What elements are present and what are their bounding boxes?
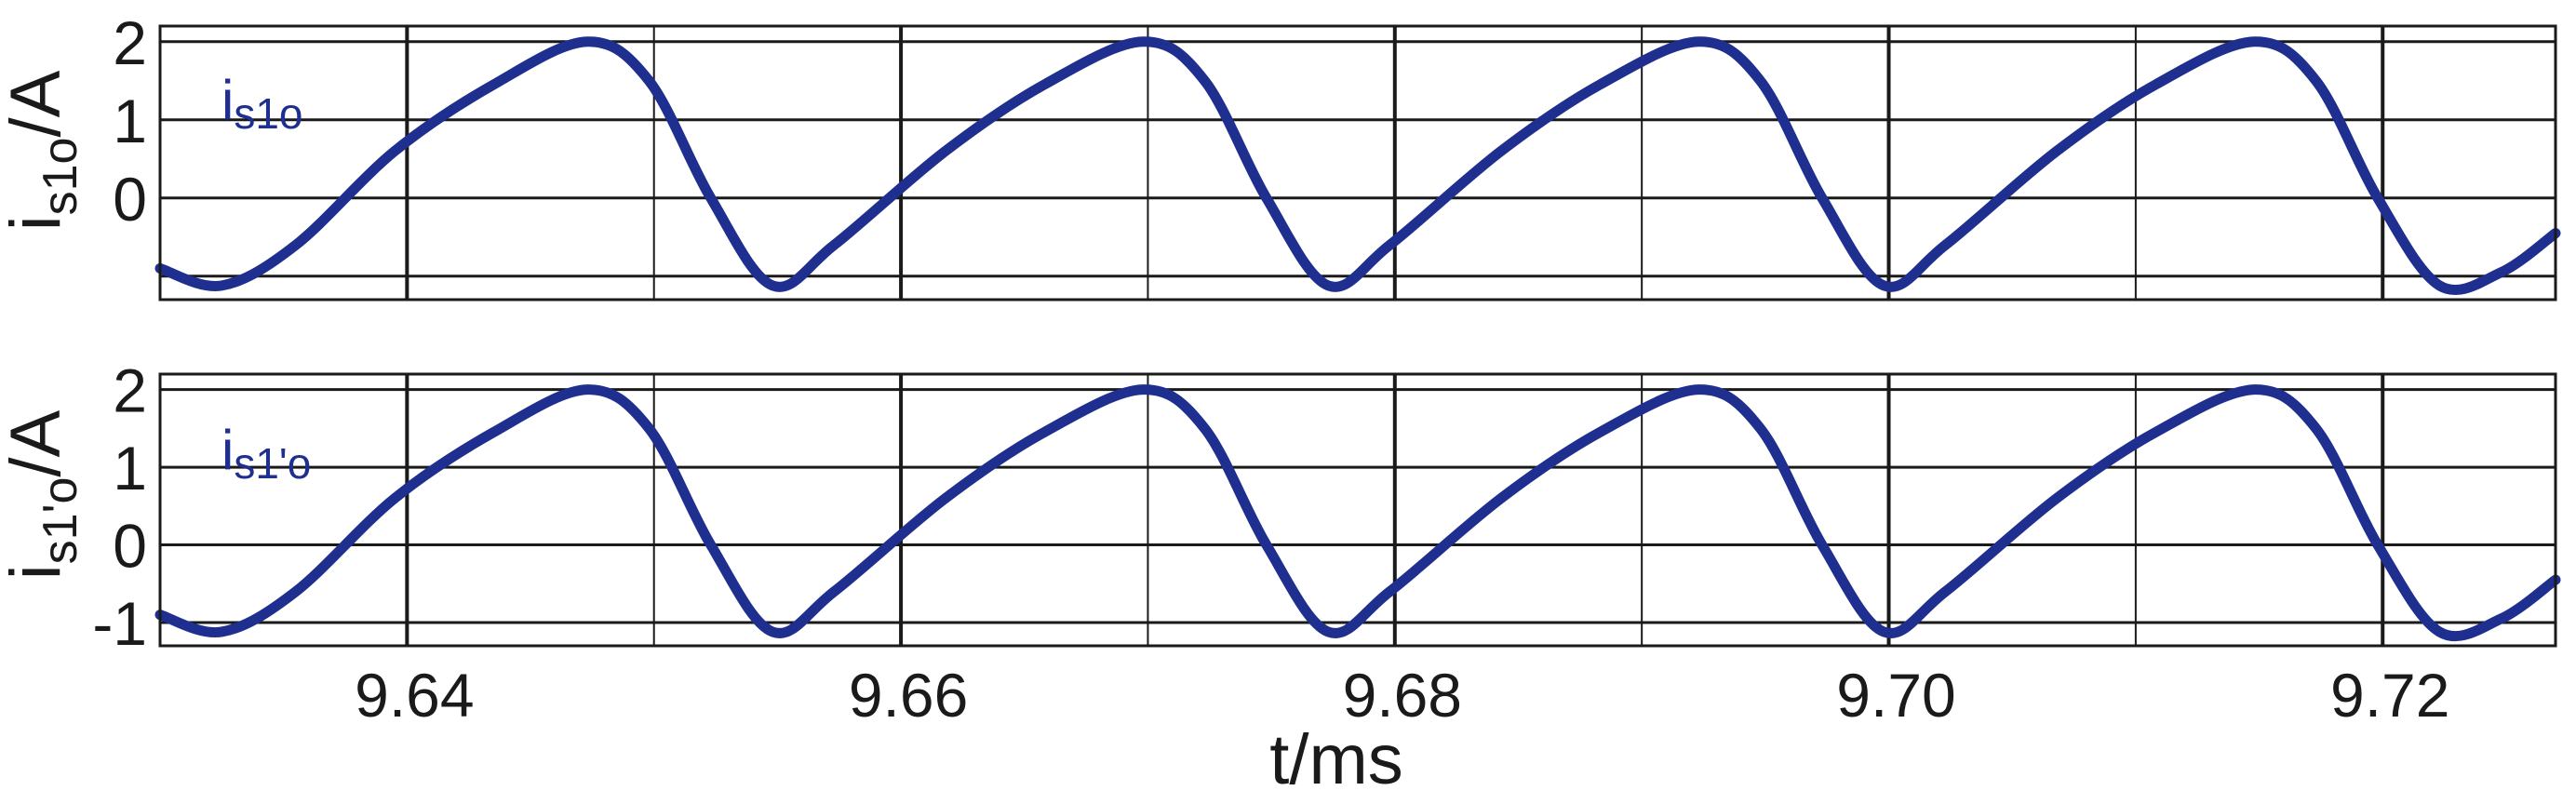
top-panel-frame bbox=[158, 24, 2557, 302]
y-tick-label: 1 bbox=[113, 434, 147, 502]
y-tick-label: 2 bbox=[113, 8, 147, 77]
bottom-legend-main: i bbox=[221, 419, 234, 481]
bottom-panel-series bbox=[154, 384, 2561, 642]
bottom-panel-frame bbox=[158, 372, 2557, 648]
series-line bbox=[154, 36, 2561, 296]
top-panel-ylabel: is1o/A bbox=[0, 70, 87, 231]
x-tick-label: 9.66 bbox=[849, 661, 968, 730]
top-ylabel-sub: s1o bbox=[34, 138, 87, 216]
bottom-legend: is1'o bbox=[221, 419, 311, 488]
bottom-ylabel-unit: /A bbox=[0, 409, 75, 476]
bottom-ylabel-main: i bbox=[0, 564, 75, 580]
top-panel-series bbox=[154, 36, 2561, 296]
y-tick-label: 2 bbox=[113, 356, 147, 425]
y-tick-label: -1 bbox=[92, 589, 147, 658]
y-tick-label: 0 bbox=[113, 512, 147, 581]
bottom-panel-ticks: 2 1 0 -1 bbox=[92, 356, 147, 658]
top-panel: 210 is1o/A is1o bbox=[0, 8, 2561, 302]
top-ylabel-main: i bbox=[0, 215, 75, 231]
x-tick-label: 9.72 bbox=[2330, 661, 2449, 730]
top-panel-ticks: 2 1 0 bbox=[113, 8, 147, 234]
y-tick-label: 1 bbox=[113, 87, 147, 155]
top-ylabel-unit: /A bbox=[0, 70, 75, 137]
top-legend-sub: s1o bbox=[234, 89, 302, 138]
top-legend-main: i bbox=[221, 69, 234, 131]
x-tick-label: 9.68 bbox=[1343, 661, 1462, 730]
bottom-panel-ylabel: is1'o/A bbox=[0, 409, 87, 580]
bottom-panel-xtick-labels: 9.64 9.66 9.68 9.70 9.72 bbox=[355, 661, 2449, 730]
y-tick-label: 0 bbox=[113, 165, 147, 234]
series-line bbox=[154, 384, 2561, 642]
x-tick-label: 9.70 bbox=[1836, 661, 1955, 730]
bottom-panel: 210-1 is1'o/A is1'o 9.64 9.66 9.68 9.70 9.72… bbox=[0, 356, 2561, 799]
x-axis-label: t/ms bbox=[1269, 720, 1403, 799]
bottom-ylabel-sub: s1'o bbox=[34, 477, 87, 565]
top-legend: is1o bbox=[221, 69, 303, 138]
x-tick-label: 9.64 bbox=[355, 661, 474, 730]
bottom-legend-sub: s1'o bbox=[234, 439, 311, 488]
